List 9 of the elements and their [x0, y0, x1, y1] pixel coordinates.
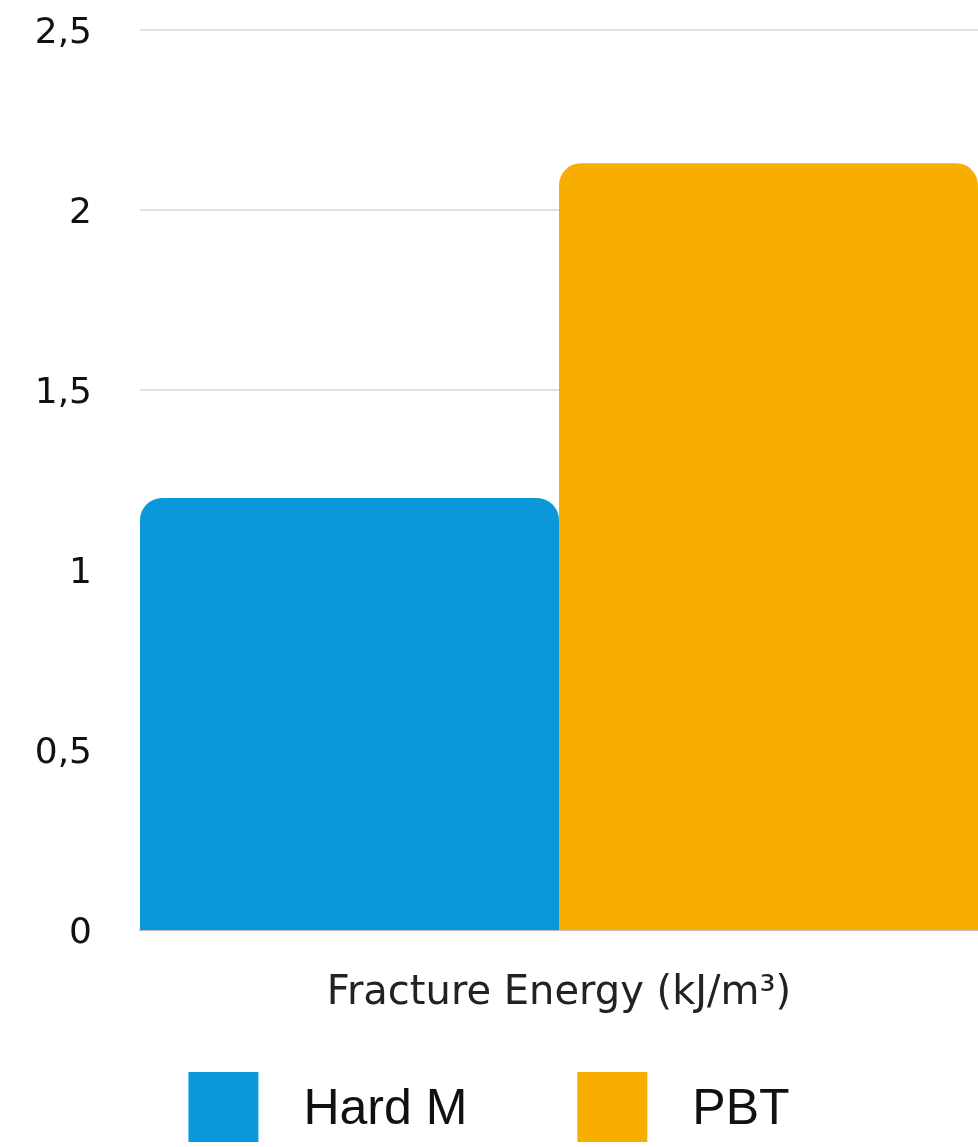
y-tick-label: 0	[69, 909, 92, 951]
y-tick-label: 0,5	[34, 729, 92, 771]
x-tick-label: Fracture Energy (kJ/m³)	[326, 967, 792, 1013]
y-tick-label: 2	[69, 189, 92, 231]
y-tick-label: 2,5	[34, 9, 92, 51]
y-tick-label: 1	[69, 549, 92, 591]
legend-label: PBT	[692, 1079, 790, 1135]
y-tick-label: 1,5	[34, 369, 92, 411]
legend-label: Hard M	[303, 1079, 468, 1135]
